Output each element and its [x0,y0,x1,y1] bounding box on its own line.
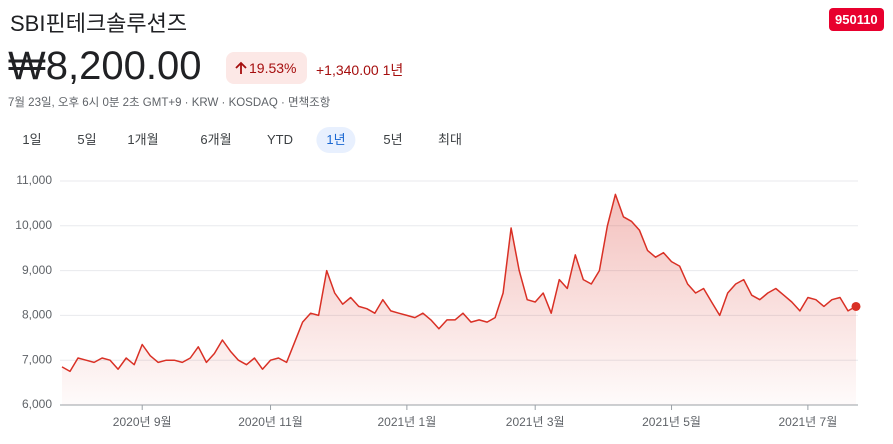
change-period: 1년 [382,62,404,78]
x-tick-label: 2021년 5월 [642,415,701,429]
currency: KRW [191,97,219,109]
y-tick-label: 11,000 [16,173,52,187]
price-line [61,193,857,373]
y-tick-label: 8,000 [22,308,52,322]
range-tab[interactable]: 1일 [22,132,42,147]
x-tick-label: 2021년 3월 [506,415,565,429]
y-tick-label: 9,000 [22,263,52,277]
x-tick-label: 2021년 1월 [377,415,436,429]
price: ₩8,200.00 [8,44,202,88]
down-arrow-icon [235,61,247,74]
range-tab[interactable]: 6개월 [200,132,232,147]
change-chip: 19.53% [226,52,307,84]
timestamp: 7월 23일, 오후 6시 0분 2초 GMT+9 [8,97,182,109]
range-tab[interactable]: 5일 [77,132,97,147]
range-tab[interactable]: 1개월 [127,132,159,147]
last-point [851,301,861,311]
change-percent: 19.53% [249,60,297,76]
range-tab[interactable]: 5년 [383,132,403,147]
change-amount: +1,340.00 1년 [316,60,403,80]
range-tab[interactable]: YTD [267,132,293,147]
exchange: KOSDAQ [228,97,278,109]
x-tick-label: 2020년 11월 [238,415,303,429]
y-tick-label: 10,000 [15,218,52,232]
ticker-badge[interactable]: 950110 [829,8,884,31]
y-tick-label: 6,000 [22,397,52,411]
disclaimer-link[interactable]: 면책조항 [288,97,331,109]
area [62,194,856,405]
timestamp-line: 7월 23일, 오후 6시 0분 2초 GMT+9 · KRW · KOSDAQ… [8,97,331,109]
change: +1,340.00 [316,62,379,78]
y-tick-label: 7,000 [22,352,52,366]
x-tick-label: 2021년 7월 [778,415,837,429]
x-tick-label: 2020년 9월 [113,415,172,429]
range-tab[interactable]: 1년 [316,127,356,153]
range-tab[interactable]: 최대 [438,132,462,147]
stock-name: SBI핀테크솔루션즈 [10,11,188,36]
